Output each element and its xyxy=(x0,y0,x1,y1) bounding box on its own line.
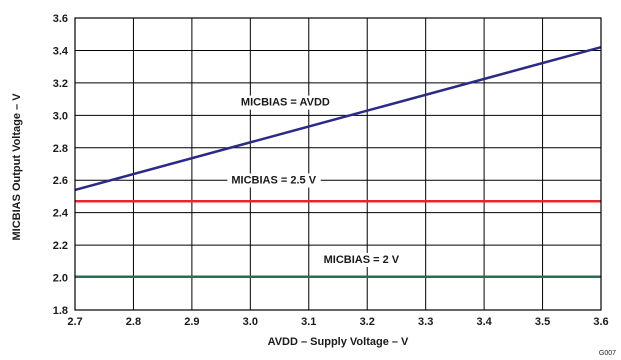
y-tick-label: 3.2 xyxy=(53,78,68,90)
series-line-0 xyxy=(74,45,602,192)
x-tick-label: 2.7 xyxy=(67,316,82,328)
y-tick-label: 2.4 xyxy=(53,208,69,220)
x-axis-title: AVDD – Supply Voltage – V xyxy=(268,336,409,348)
annotation-background xyxy=(227,173,321,188)
annotation-label: MICBIAS = 2.5 V xyxy=(231,174,316,186)
y-tick-label: 2.0 xyxy=(53,273,68,285)
plot-frame xyxy=(74,17,602,311)
figure-id: G007 xyxy=(599,350,616,357)
x-tick-label: 3.5 xyxy=(535,316,550,328)
x-tick-label: 2.9 xyxy=(184,316,199,328)
y-tick-label: 3.0 xyxy=(53,110,68,122)
y-tick-label: 2.8 xyxy=(53,143,68,155)
y-tick-label: 1.8 xyxy=(53,305,68,317)
annotation-label: MICBIAS = AVDD xyxy=(241,97,330,109)
annotation-label: MICBIAS = 2 V xyxy=(324,254,400,266)
x-tick-label: 3.4 xyxy=(476,316,492,328)
x-tick-label: 3.0 xyxy=(243,316,258,328)
x-tick-label: 3.2 xyxy=(360,316,375,328)
x-tick-label: 3.1 xyxy=(301,316,316,328)
y-tick-label: 2.2 xyxy=(53,240,68,252)
x-tick-label: 3.3 xyxy=(418,316,433,328)
y-tick-label: 3.4 xyxy=(53,45,69,57)
annotation-background xyxy=(236,95,334,110)
y-tick-label: 2.6 xyxy=(53,175,68,187)
y-tick-label: 3.6 xyxy=(53,13,68,25)
x-tick-label: 3.6 xyxy=(593,316,608,328)
y-axis-title: MICBIAS Output Voltage – V xyxy=(11,93,23,241)
annotation-background xyxy=(319,252,404,267)
x-tick-label: 2.8 xyxy=(126,316,141,328)
